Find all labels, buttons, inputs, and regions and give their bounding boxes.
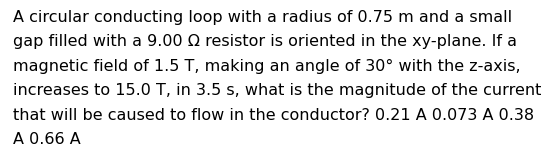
Text: increases to 15.0 T, in 3.5 s, what is the magnitude of the current: increases to 15.0 T, in 3.5 s, what is t… xyxy=(13,84,541,99)
Text: A 0.66 A: A 0.66 A xyxy=(13,132,81,147)
Text: magnetic field of 1.5 T, making an angle of 30° with the z-axis,: magnetic field of 1.5 T, making an angle… xyxy=(13,59,521,74)
Text: that will be caused to flow in the conductor? 0.21 A 0.073 A 0.38: that will be caused to flow in the condu… xyxy=(13,108,534,123)
Text: A circular conducting loop with a radius of 0.75 m and a small: A circular conducting loop with a radius… xyxy=(13,10,512,25)
Text: gap filled with a 9.00 Ω resistor is oriented in the xy-plane. If a: gap filled with a 9.00 Ω resistor is ori… xyxy=(13,35,517,49)
